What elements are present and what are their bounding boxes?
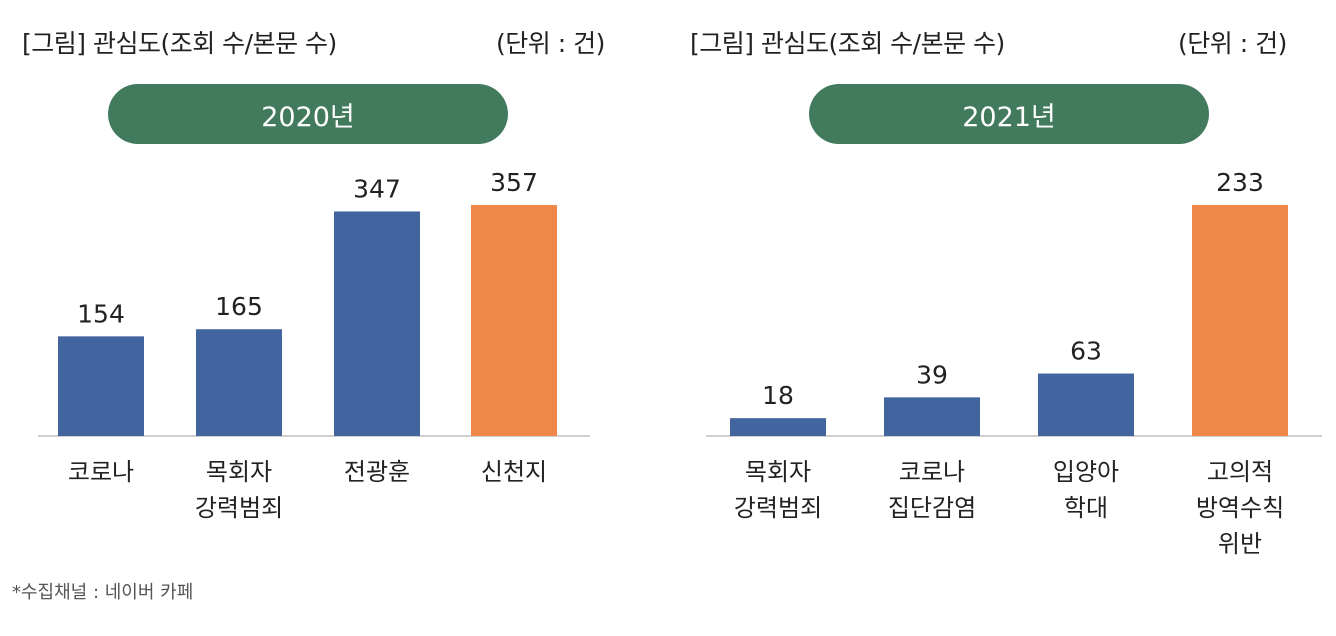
category-label: 집단감염: [888, 494, 976, 522]
data-label: 39: [916, 360, 948, 389]
category-label: 입양아: [1053, 458, 1119, 486]
bar: [334, 211, 420, 436]
category-label: 고의적: [1207, 458, 1273, 486]
data-label: 233: [1216, 168, 1264, 197]
bar: [1038, 373, 1134, 436]
bar: [730, 418, 826, 436]
bar: [196, 329, 282, 436]
data-label: 18: [762, 381, 794, 410]
category-label: 신천지: [481, 458, 547, 486]
category-label: 코로나: [899, 458, 965, 486]
chart-title: [그림] 관심도(조회 수/본문 수): [690, 29, 1005, 58]
category-label: 방역수칙: [1196, 494, 1284, 522]
chart-panel-2020: [그림] 관심도(조회 수/본문 수) (단위 : 건) 2020년 154 코로…: [0, 0, 640, 580]
category-label: 학대: [1064, 494, 1108, 522]
unit-label: (단위 : 건): [1178, 29, 1287, 58]
data-label: 347: [353, 174, 401, 203]
category-label: 코로나: [68, 458, 134, 486]
data-label: 154: [77, 299, 125, 328]
data-label: 357: [490, 168, 538, 197]
source-note: *수집채널 : 네이버 카페: [12, 582, 194, 603]
category-label: 위반: [1218, 530, 1262, 558]
unit-label: (단위 : 건): [496, 29, 605, 58]
year-badge: 2021년: [809, 84, 1209, 144]
bar: [471, 205, 557, 436]
category-label: 강력범죄: [195, 494, 283, 522]
chart-panel-2021: [그림] 관심도(조회 수/본문 수) (단위 : 건) 2021년 18 목회자…: [668, 0, 1336, 580]
category-label: 전광훈: [344, 458, 410, 486]
bar: [58, 336, 144, 436]
year-badge: 2020년: [108, 84, 508, 144]
chart-title: [그림] 관심도(조회 수/본문 수): [22, 29, 337, 58]
category-label: 목회자: [745, 458, 811, 486]
category-label: 강력범죄: [734, 494, 822, 522]
bar: [1192, 205, 1288, 436]
bar: [884, 397, 980, 436]
data-label: 165: [215, 292, 263, 321]
data-label: 63: [1070, 337, 1102, 366]
category-label: 목회자: [206, 458, 272, 486]
